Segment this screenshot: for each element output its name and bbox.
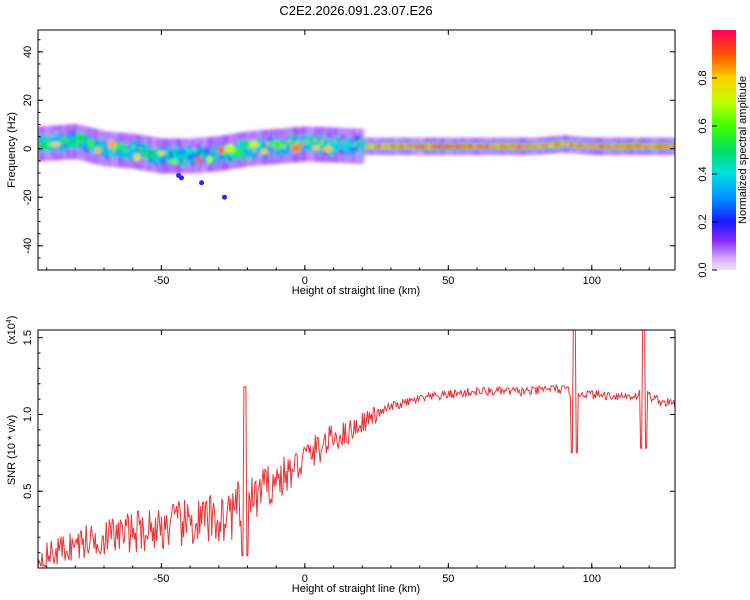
- colorbar-gradient: [712, 30, 736, 270]
- colorbar-tick-label: 0.8: [697, 70, 709, 85]
- spectrogram-blob: [300, 145, 310, 152]
- spectrogram-blob: [123, 150, 135, 156]
- spectrogram-x-tick-label: 50: [442, 275, 454, 287]
- spectrogram-blob: [86, 139, 94, 148]
- spectrogram-outlier: [178, 175, 184, 181]
- snr-x-ticks: -50 0 50 100: [46, 330, 650, 585]
- figure-title: C2E2.2026.091.23.07.E26: [279, 3, 432, 18]
- spectrogram-x-label: Height of straight line (km): [292, 285, 420, 297]
- spectrogram-y-tick-label: 40: [22, 46, 34, 58]
- spectrogram-outlier: [199, 180, 205, 186]
- spectrogram-blob: [108, 139, 116, 149]
- snr-y-ticks: 0.5 1.0 1.5: [22, 330, 675, 554]
- spectrogram-blob: [77, 133, 86, 142]
- spectrogram-x-tick-label: -50: [153, 275, 169, 287]
- spectrogram-blob: [233, 148, 242, 158]
- spectrogram-blob: [48, 142, 61, 147]
- spectrogram-y-tick-label: 0: [22, 146, 34, 152]
- spectrogram-blob: [270, 140, 283, 147]
- spectrogram-blob: [291, 144, 301, 154]
- snr-panel: -50 0 50 100 0.5 1.0 1.5 Height of straight l…: [6, 316, 676, 595]
- spectrogram-blob: [68, 141, 76, 149]
- colorbar-ticks: 0.0 0.2 0.4 0.6 0.8: [697, 70, 717, 278]
- spectrogram-blob: [157, 150, 166, 156]
- colorbar-label: Normalized spectral amplitude: [737, 76, 749, 224]
- spectrogram-blob: [322, 147, 333, 152]
- spectrogram-y-ticks: -40 -20 0 20 40: [22, 39, 675, 271]
- spectrogram-blob: [99, 146, 111, 153]
- spectrogram-panel: -50 0 50 100 -40 -20 0 20 40 Height of straight…: [6, 29, 676, 297]
- spectrogram-blob: [60, 136, 67, 144]
- spectrogram-x-ticks: -50 0 50 100: [46, 30, 650, 287]
- colorbar-tick-label: 0.4: [697, 166, 709, 181]
- snr-y-label: SNR (10 * v/v): [6, 415, 18, 485]
- colorbar: 0.0 0.2 0.4 0.6 0.8 Normalized spectral ampl…: [697, 30, 749, 278]
- spectrogram-blob: [185, 149, 198, 154]
- snr-y-tick-label: 0.5: [22, 484, 34, 499]
- spectrogram-blob: [249, 140, 260, 148]
- spectrogram-y-label: Frequency (Hz): [6, 112, 18, 188]
- spectrogram-blob: [195, 157, 203, 163]
- spectrogram-blob: [348, 145, 360, 152]
- spectrogram-blob: [168, 158, 178, 165]
- colorbar-tick-label: 0.2: [697, 214, 709, 229]
- colorbar-tick-label: 0.0: [697, 262, 709, 277]
- snr-y-tick-label: 1.0: [22, 407, 34, 422]
- spectrogram-blob: [94, 148, 101, 155]
- snr-x-label: Height of straight line (km): [292, 583, 420, 595]
- spectrogram-outlier: [222, 194, 228, 200]
- snr-x-tick-label: 100: [583, 573, 601, 585]
- snr-y-tick-label: 1.5: [22, 330, 34, 345]
- snr-frame: [37, 329, 676, 569]
- snr-x-tick-label: -50: [153, 573, 169, 585]
- snr-series-line: [38, 330, 675, 568]
- spectrogram-blob: [279, 147, 292, 156]
- spectrogram-blob: [38, 143, 49, 150]
- spectrogram-heatmap: [38, 124, 675, 200]
- colorbar-tick-label: 0.6: [697, 118, 709, 133]
- spectrogram-blob: [116, 142, 124, 151]
- spectrogram-x-tick-label: 0: [302, 275, 308, 287]
- spectrogram-blob: [217, 145, 225, 155]
- spectrogram-blob: [205, 156, 213, 164]
- spectrogram-x-tick-label: 100: [583, 275, 601, 287]
- snr-plot-area: [38, 330, 675, 568]
- spectrogram-blob: [260, 149, 269, 155]
- spectrogram-blob: [240, 140, 250, 147]
- spectrogram-core-cell: [672, 145, 675, 150]
- spectrogram-blob: [312, 145, 320, 151]
- snr-x-tick-label: 0: [302, 573, 308, 585]
- spectrogram-blob: [177, 147, 187, 155]
- spectrogram-blob: [330, 141, 342, 150]
- spectrogram-blob: [133, 153, 141, 162]
- spectrogram-y-tick-label: -20: [22, 189, 34, 205]
- spectrogram-y-tick-label: -40: [22, 238, 34, 254]
- spectrogram-blob: [142, 150, 150, 160]
- spectrogram-blobs: [38, 124, 675, 174]
- spectrogram-y-tick-label: 20: [22, 94, 34, 106]
- spectrogram-frame: [37, 29, 676, 271]
- snr-x-tick-label: 50: [442, 573, 454, 585]
- spectrogram-blob: [150, 148, 157, 157]
- spectrogram-blob: [356, 142, 367, 148]
- spectrogram-blob: [224, 144, 236, 153]
- snr-y-scale: (x104): [6, 316, 18, 345]
